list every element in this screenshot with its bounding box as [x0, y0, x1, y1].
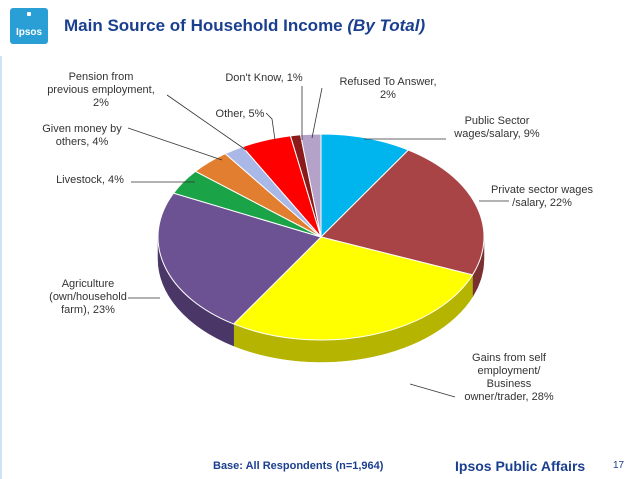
- logo-mark-icon: [27, 12, 31, 16]
- ipsos-logo: Ipsos: [10, 8, 48, 44]
- label-other-5: Other, 5%: [216, 108, 265, 120]
- leader-given-money-by-others-4: [127, 127, 223, 161]
- label-private-sector-wages-salary-22: Private sector wages/salary, 22%: [491, 184, 594, 209]
- page-title: Main Source of Household Income (By Tota…: [64, 16, 425, 36]
- label-pension-from-previous-employment-2: Pension from previous employment, 2%: [47, 71, 155, 109]
- label-livestock-4: Livestock, 4%: [56, 174, 124, 186]
- leader-other-5: [265, 112, 276, 141]
- leader-refused-to-answer-2: [311, 87, 323, 139]
- title-main: Main Source of Household Income: [64, 16, 343, 35]
- label-agriculture-own-household-farm-23: Agriculture (own/household farm), 23%: [49, 278, 127, 316]
- slice-refused-to-answer-2: [299, 133, 322, 238]
- logo-text: Ipsos: [15, 27, 43, 38]
- leader-gains-from-self-employment-business-owner-trader-28: [409, 383, 456, 398]
- leader-pension-from-previous-employment-2: [166, 94, 247, 151]
- label-don-t-know-1: Don't Know, 1%: [225, 72, 303, 84]
- label-refused-to-answer-2: Refused To Answer, 2%: [339, 76, 436, 101]
- title-emphasis: (By Total): [347, 16, 426, 35]
- slice-private-sector-wages-salary-22: [320, 149, 485, 276]
- slice-public-sector-wages-salary-9: [320, 133, 410, 239]
- left-accent-rule: [0, 56, 2, 479]
- slice-labels: Public Sector wages/salary, 9% Private sec…: [42, 71, 593, 403]
- slice-agriculture-own-household-farm-23: [157, 192, 322, 325]
- pie-top-layer: [157, 133, 485, 341]
- label-public-sector-wages-salary-9: Public Sector wages/salary, 9%: [453, 115, 540, 140]
- slice-gains-from-self-employment-business-owner-trader-28: [232, 236, 474, 341]
- label-gains-from-self-employment-business-owner-trader-28: Gains from self employment/Business owner/…: [464, 352, 553, 403]
- brand-footer: Ipsos Public Affairs: [455, 458, 586, 474]
- label-given-money-by-others-4: Given money by others, 4%: [42, 123, 122, 148]
- base-note: Base: All Respondents (n=1,964): [213, 460, 384, 472]
- page-number: 17: [613, 460, 625, 471]
- leader-lines: [127, 86, 509, 398]
